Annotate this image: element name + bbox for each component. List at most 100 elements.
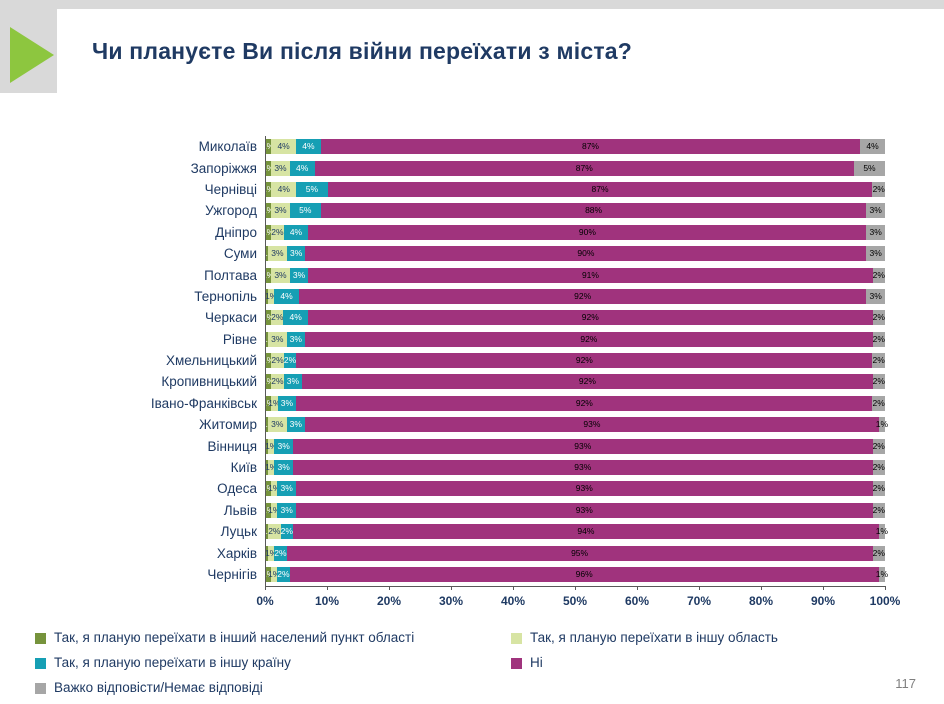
chart-row: Луцьк <1% 2% 2% 94% 1%: [35, 521, 907, 542]
stacked-bar: <1% 1% 4% 92% 3%: [258, 288, 885, 304]
bar-segment: 2%: [872, 267, 885, 283]
chart-row: Чернігів 1% 1% 2% 96% 1%: [35, 564, 907, 585]
bar-segment: <1%: [258, 438, 275, 454]
bar-segment: 3%: [866, 288, 885, 304]
bar-segment: 1%: [262, 310, 274, 326]
bar-segment: 3%: [274, 438, 294, 454]
chart-row: Запоріжжя 1% 3% 4% 87% 5%: [35, 157, 907, 178]
legend-swatch: [35, 633, 46, 644]
bar-segment: 92%: [298, 288, 867, 304]
category-label: Вінниця: [207, 438, 258, 454]
bar-segment: 1%: [265, 288, 277, 304]
bar-segment: 1%: [876, 417, 888, 433]
stacked-bar: 1% 3% 4% 87% 5%: [262, 160, 885, 176]
bar-segment: 90%: [308, 224, 867, 240]
bar-segment: 3%: [277, 395, 297, 411]
bar-segment: <1%: [258, 288, 275, 304]
x-tick-label: 30%: [438, 594, 464, 608]
x-tick-mark: [761, 586, 762, 590]
bar-segment: 3%: [274, 460, 294, 476]
bar-segment: 3%: [286, 417, 306, 433]
chart-row: Одеса 1% 1% 3% 93% 2%: [35, 478, 907, 499]
bar-segment: 5%: [296, 181, 328, 197]
y-axis-line: [265, 136, 266, 586]
bar-segment: 3%: [866, 203, 885, 219]
bar-segment: 2%: [872, 395, 885, 411]
bar-segment: 90%: [305, 246, 867, 262]
category-label: Івано-Франківськ: [150, 395, 257, 411]
bar-segment: <1%: [258, 246, 275, 262]
x-tick-label: 0%: [256, 594, 274, 608]
bar-segment: 2%: [873, 310, 885, 326]
bar-segment: 2%: [872, 438, 885, 454]
bar-segment: 3%: [866, 246, 885, 262]
corner-decoration-block: [0, 0, 57, 93]
bar-segment: 3%: [277, 481, 296, 497]
bar-segment: 87%: [327, 181, 873, 197]
bar-segment: 2%: [872, 353, 885, 369]
chart-row: Миколаїв 1% 4% 4% 87% 4%: [35, 136, 907, 157]
bar-segment: 2%: [872, 502, 885, 518]
bar-segment: 3%: [277, 502, 296, 518]
legend-label: Ні: [530, 655, 543, 670]
stacked-bar-chart: Миколаїв 1% 4% 4% 87% 4% Запоріжжя 1% 3% 4% 87% 5% Ч…: [35, 136, 907, 585]
legend-label: Так, я планую переїхати в іншу країну: [54, 655, 291, 670]
bar-segment: 4%: [860, 139, 885, 155]
bar-segment: <1%: [258, 460, 275, 476]
category-label: Житомир: [199, 417, 257, 433]
legend-label: Так, я планую переїхати в інший населени…: [54, 630, 415, 645]
category-label: Тернопіль: [194, 288, 257, 304]
x-tick-mark: [389, 586, 390, 590]
x-tick-label: 60%: [624, 594, 650, 608]
stacked-bar: <1% 3% 3% 92% 2%: [258, 331, 885, 347]
bar-segment: 3%: [271, 160, 290, 176]
bar-segment: 1%: [262, 353, 274, 369]
legend-swatch: [35, 658, 46, 669]
bar-segment: 1%: [262, 395, 274, 411]
category-label: Запоріжжя: [190, 160, 257, 176]
bar-segment: <1%: [258, 524, 275, 540]
legend-swatch: [511, 633, 522, 644]
category-label: Чернівці: [204, 181, 257, 197]
bar-segment: 91%: [308, 267, 873, 283]
bar-segment: 3%: [268, 417, 287, 433]
bar-segment: 1%: [262, 502, 274, 518]
bar-segment: 2%: [271, 310, 283, 326]
top-edge-strip: [0, 0, 944, 9]
category-label: Хмельницький: [165, 353, 257, 369]
bar-segment: 1%: [268, 395, 281, 411]
category-label: Київ: [230, 460, 257, 476]
category-label: Луцьк: [220, 524, 257, 540]
stacked-bar: 1% 4% 4% 87% 4%: [262, 139, 885, 155]
category-label: Полтава: [204, 267, 257, 283]
bar-segment: 1%: [262, 139, 274, 155]
bar-segment: 93%: [293, 438, 873, 454]
category-label: Миколаїв: [198, 139, 257, 155]
bar-segment: 88%: [320, 203, 867, 219]
category-label: Ужгород: [205, 203, 257, 219]
chart-row: Полтава 1% 3% 3% 91% 2%: [35, 264, 907, 285]
stacked-bar: 1% 2% 3% 92% 2%: [262, 374, 885, 390]
chart-row: Харків <1% 1% 2% 95% 2%: [35, 542, 907, 563]
bar-segment: 1%: [268, 481, 280, 497]
bar-segment: 2%: [271, 374, 284, 390]
category-label: Суми: [223, 246, 257, 262]
bar-segment: 92%: [305, 331, 873, 347]
x-tick-label: 10%: [314, 594, 340, 608]
bar-segment: 3%: [283, 374, 303, 390]
legend-item: Важко відповісти/Немає відповіді: [35, 680, 507, 695]
bar-segment: 1%: [876, 524, 888, 540]
bar-segment: 92%: [307, 310, 873, 326]
bar-segment: 3%: [268, 331, 287, 347]
category-label: Рівне: [222, 331, 257, 347]
chart-row: Львів 1% 1% 3% 93% 2%: [35, 500, 907, 521]
category-label: Львів: [223, 502, 257, 518]
bar-segment: 2%: [872, 331, 885, 347]
bar-segment: 2%: [274, 545, 287, 561]
bar-segment: 93%: [305, 417, 879, 433]
legend-label: Важко відповісти/Немає відповіді: [54, 680, 263, 695]
bar-segment: 92%: [296, 395, 873, 411]
bar-segment: 5%: [289, 203, 321, 219]
x-tick-label: 50%: [562, 594, 588, 608]
stacked-bar: 1% 1% 3% 92% 2%: [262, 395, 885, 411]
